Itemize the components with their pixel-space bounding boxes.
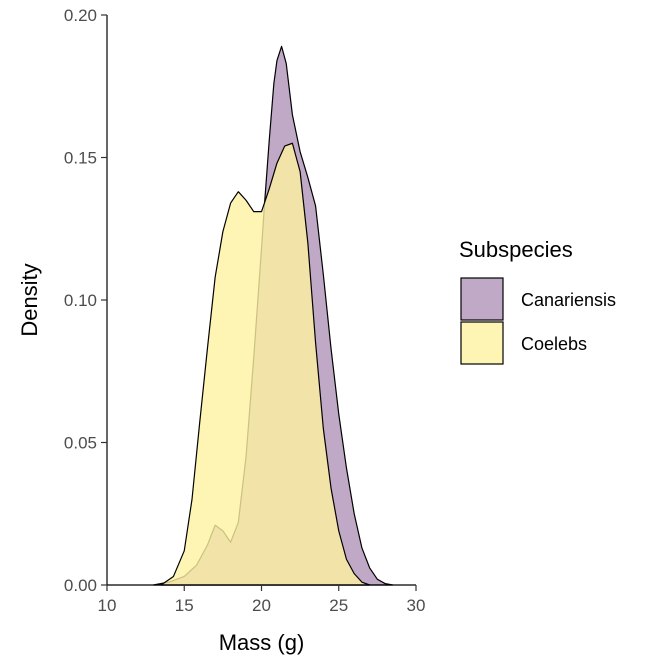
- legend-title: Subspecies: [459, 237, 573, 262]
- x-tick-label: 20: [252, 596, 271, 615]
- x-tick-label: 30: [407, 596, 426, 615]
- x-tick-label: 15: [175, 596, 194, 615]
- y-axis-title: Density: [17, 263, 42, 336]
- axes: 0.00 0.05 0.10 0.15 0.20 10 15 20 25 30: [64, 6, 426, 615]
- legend: Subspecies Canariensis Coelebs: [459, 237, 616, 365]
- density-areas: [152, 45, 394, 586]
- y-tick-label: 0.20: [64, 6, 97, 25]
- legend-key-coelebs: [460, 321, 504, 365]
- y-tick-label: 0.10: [64, 291, 97, 310]
- density-area-coelebs: [160, 142, 371, 586]
- x-tick-label: 10: [98, 596, 117, 615]
- legend-key-canariensis: [460, 277, 504, 321]
- x-tick-label: 25: [329, 596, 348, 615]
- x-ticks: 10 15 20 25 30: [98, 585, 426, 615]
- y-tick-label: 0.00: [64, 576, 97, 595]
- legend-label-canariensis: Canariensis: [521, 290, 616, 310]
- x-axis-title: Mass (g): [219, 630, 305, 655]
- y-ticks: 0.00 0.05 0.10 0.15 0.20: [64, 6, 107, 595]
- y-tick-label: 0.05: [64, 434, 97, 453]
- legend-label-coelebs: Coelebs: [521, 334, 587, 354]
- legend-items: Canariensis Coelebs: [460, 277, 616, 365]
- y-tick-label: 0.15: [64, 149, 97, 168]
